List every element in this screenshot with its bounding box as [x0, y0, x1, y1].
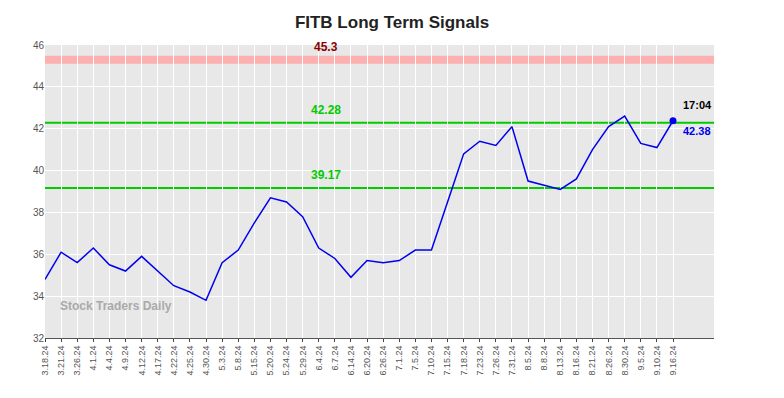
svg-text:4.25.24: 4.25.24	[185, 346, 195, 376]
svg-text:42.28: 42.28	[311, 103, 341, 117]
svg-text:7.5.24: 7.5.24	[410, 346, 420, 371]
svg-text:44: 44	[33, 81, 45, 92]
svg-text:6.4.24: 6.4.24	[314, 346, 324, 371]
svg-text:3.26.24: 3.26.24	[72, 346, 82, 376]
svg-text:Stock Traders Daily: Stock Traders Daily	[60, 299, 172, 313]
svg-text:4.30.24: 4.30.24	[201, 346, 211, 376]
svg-text:8.21.24: 8.21.24	[587, 346, 597, 376]
svg-text:7.1.24: 7.1.24	[394, 346, 404, 371]
svg-text:7.18.24: 7.18.24	[459, 346, 469, 376]
svg-text:3.18.24: 3.18.24	[40, 346, 50, 376]
svg-text:4.9.24: 4.9.24	[120, 346, 130, 371]
svg-text:36: 36	[33, 249, 45, 260]
svg-text:8.16.24: 8.16.24	[571, 346, 581, 376]
svg-text:17:04: 17:04	[683, 99, 712, 111]
svg-text:6.26.24: 6.26.24	[378, 346, 388, 376]
svg-text:5.15.24: 5.15.24	[249, 346, 259, 376]
svg-text:45.3: 45.3	[314, 40, 338, 54]
svg-text:3.21.24: 3.21.24	[56, 346, 66, 376]
svg-text:6.14.24: 6.14.24	[346, 346, 356, 376]
svg-text:5.24.24: 5.24.24	[281, 346, 291, 376]
svg-text:4.12.24: 4.12.24	[137, 346, 147, 376]
svg-text:9.5.24: 9.5.24	[636, 346, 646, 371]
svg-text:7.15.24: 7.15.24	[442, 346, 452, 376]
svg-text:38: 38	[33, 207, 45, 218]
svg-text:8.8.24: 8.8.24	[539, 346, 549, 371]
svg-text:FITB Long Term Signals: FITB Long Term Signals	[295, 13, 489, 32]
svg-text:42: 42	[33, 123, 45, 134]
svg-text:9.16.24: 9.16.24	[668, 346, 678, 376]
svg-text:7.10.24: 7.10.24	[426, 346, 436, 376]
svg-text:6.20.24: 6.20.24	[362, 346, 372, 376]
svg-text:4.1.24: 4.1.24	[88, 346, 98, 371]
svg-text:4.17.24: 4.17.24	[153, 346, 163, 376]
svg-text:8.26.24: 8.26.24	[604, 346, 614, 376]
svg-text:8.5.24: 8.5.24	[523, 346, 533, 371]
svg-text:5.29.24: 5.29.24	[298, 346, 308, 376]
svg-text:39.17: 39.17	[311, 168, 341, 182]
svg-text:42.38: 42.38	[683, 125, 711, 137]
svg-text:40: 40	[33, 165, 45, 176]
svg-text:7.31.24: 7.31.24	[507, 346, 517, 376]
svg-text:5.8.24: 5.8.24	[233, 346, 243, 371]
svg-text:46: 46	[33, 40, 45, 51]
svg-text:32: 32	[33, 333, 45, 344]
svg-text:7.26.24: 7.26.24	[491, 346, 501, 376]
svg-text:7.23.24: 7.23.24	[475, 346, 485, 376]
svg-text:5.20.24: 5.20.24	[265, 346, 275, 376]
svg-text:4.4.24: 4.4.24	[104, 346, 114, 371]
svg-text:34: 34	[33, 291, 45, 302]
svg-text:5.3.24: 5.3.24	[217, 346, 227, 371]
svg-text:8.13.24: 8.13.24	[555, 346, 565, 376]
svg-text:8.30.24: 8.30.24	[620, 346, 630, 376]
svg-text:6.7.24: 6.7.24	[330, 346, 340, 371]
svg-text:9.10.24: 9.10.24	[652, 346, 662, 376]
svg-text:4.22.24: 4.22.24	[169, 346, 179, 376]
